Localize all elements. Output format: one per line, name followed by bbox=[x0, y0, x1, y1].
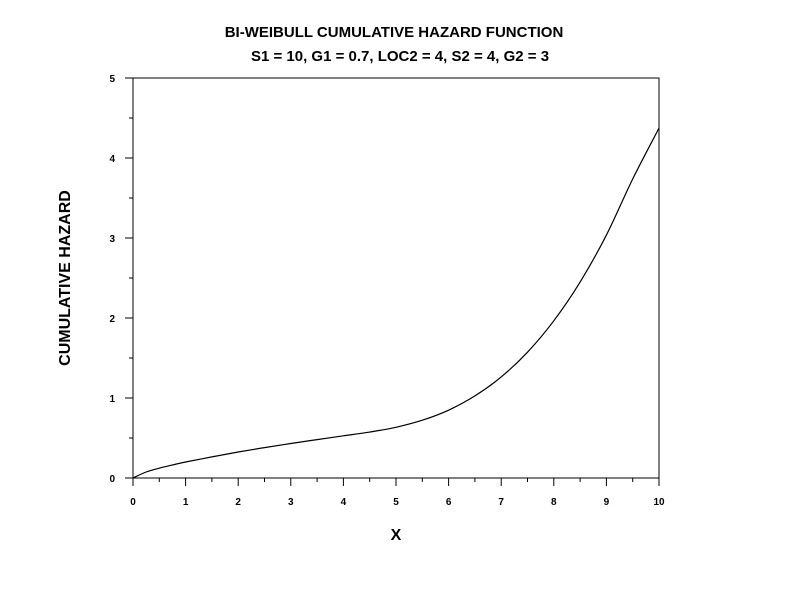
series-lines bbox=[132, 127, 660, 479]
x-tick-label: 8 bbox=[551, 497, 557, 508]
y-axis-label: CUMULATIVE HAZARD bbox=[57, 190, 74, 366]
y-axis-ticks: 0 1 2 3 4 5 bbox=[109, 74, 133, 485]
x-tick-label: 6 bbox=[446, 497, 452, 508]
x-tick-label: 1 bbox=[183, 497, 189, 508]
x-axis-ticks: 0 1 2 3 4 5 6 7 8 9 10 bbox=[130, 478, 665, 508]
x-tick-label: 9 bbox=[604, 497, 610, 508]
y-tick-label: 2 bbox=[109, 314, 115, 325]
plot-frame bbox=[132, 77, 660, 479]
y-tick-label: 0 bbox=[109, 474, 115, 485]
x-tick-label: 3 bbox=[288, 497, 294, 508]
x-tick-label: 10 bbox=[653, 497, 665, 508]
y-tick-label: 5 bbox=[109, 74, 115, 85]
x-tick-label: 5 bbox=[393, 497, 399, 508]
y-tick-label: 3 bbox=[109, 234, 115, 245]
x-tick-label: 7 bbox=[498, 497, 504, 508]
x-tick-label: 2 bbox=[235, 497, 241, 508]
series-line bbox=[132, 127, 660, 479]
chart-title: BI-WEIBULL CUMULATIVE HAZARD FUNCTION bbox=[225, 24, 564, 41]
y-tick-label: 1 bbox=[109, 394, 115, 405]
chart-subtitle: S1 = 10, G1 = 0.7, LOC2 = 4, S2 = 4, G2 … bbox=[251, 48, 549, 65]
y-tick-label: 4 bbox=[109, 154, 115, 165]
x-axis-label: X bbox=[391, 527, 402, 544]
x-tick-label: 0 bbox=[130, 497, 136, 508]
x-tick-label: 4 bbox=[341, 497, 347, 508]
